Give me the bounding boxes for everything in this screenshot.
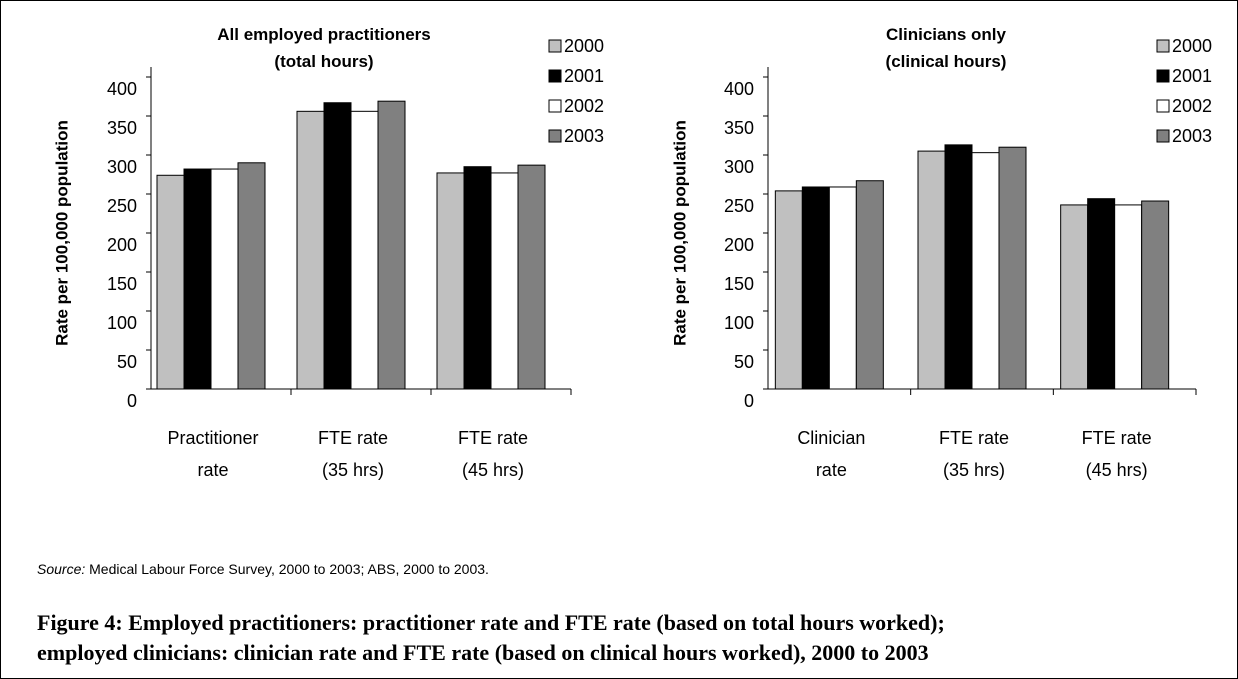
source: Source: Medical Labour Force Survey, 200… [37,561,489,577]
y-tick-label: 150 [724,274,754,294]
y-tick-label: 0 [744,391,754,411]
legend-label: 2000 [1172,36,1212,56]
legend-label: 2001 [564,66,604,86]
legend-label: 2003 [564,126,604,146]
source-text: Medical Labour Force Survey, 2000 to 200… [89,561,489,577]
bar [801,186,830,390]
legend-swatch [1156,129,1170,143]
bar [436,172,465,390]
legend-label: 2002 [564,96,604,116]
legend-swatch [548,99,562,113]
bar [774,190,803,390]
y-tick-label: 100 [107,313,137,333]
bar [350,110,379,390]
y-tick-label: 50 [117,352,137,372]
legend-label: 2002 [1172,96,1212,116]
bar [855,180,884,390]
y-tick-label: 350 [107,118,137,138]
bar [1114,204,1143,390]
y-tick-label: 400 [724,79,754,99]
x-tick-label: FTE rate (45 hrs) [457,428,529,480]
y-tick-label: 200 [107,235,137,255]
bar [156,174,185,390]
bar [517,164,546,390]
caption: Figure 4: Employed practitioners: practi… [37,610,945,665]
legend-swatch [548,39,562,53]
legend-swatch [548,129,562,143]
y-axis-label: Rate per 100,000 population [670,120,689,346]
bar [1060,204,1089,390]
y-tick-label: 400 [107,79,137,99]
bar [210,168,239,390]
bar [183,168,212,390]
x-tick-label: Clinician rate [797,428,866,480]
x-tick-label: FTE rate (35 hrs) [938,428,1010,480]
bar [296,110,325,390]
y-tick-label: 50 [734,352,754,372]
bar [998,146,1027,390]
chart-title: Clinicians only (clinical hours) [885,25,1007,71]
y-tick-label: 250 [724,196,754,216]
y-axis-label: Rate per 100,000 population [52,120,71,346]
y-tick-label: 300 [724,157,754,177]
y-tick-label: 200 [724,235,754,255]
y-tick-label: 150 [107,274,137,294]
bar [1141,200,1170,390]
bar [1087,198,1116,390]
chart-title: All employed practitioners (total hours) [217,25,431,71]
legend-label: 2003 [1172,126,1212,146]
x-tick-label: FTE rate (45 hrs) [1081,428,1152,480]
bar [490,172,519,390]
legend-swatch [1156,69,1170,83]
x-tick-label: Practitioner rate [167,428,259,480]
y-tick-label: 350 [724,118,754,138]
bar [971,152,1000,390]
x-tick-label: FTE rate (35 hrs) [317,428,389,480]
bar [944,144,973,390]
bar [323,102,352,390]
bar [917,150,946,390]
y-tick-label: 300 [107,157,137,177]
legend-swatch [1156,39,1170,53]
y-tick-label: 100 [724,313,754,333]
source-label: Source: [37,561,86,577]
bar [237,162,266,390]
legend-swatch [1156,99,1170,113]
legend-label: 2001 [1172,66,1212,86]
legend-label: 2000 [564,36,604,56]
y-tick-label: 0 [127,391,137,411]
bar [828,186,857,390]
legend-swatch [548,69,562,83]
y-tick-label: 250 [107,196,137,216]
bar [463,166,492,390]
bar [377,100,406,390]
